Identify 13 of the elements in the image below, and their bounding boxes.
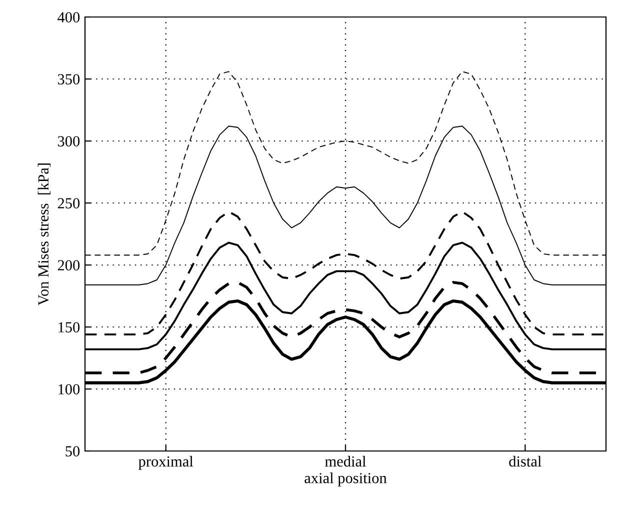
y-tick-label: 400: [58, 12, 80, 22]
y-tick-label: 200: [58, 260, 80, 270]
y-tick-label: 100: [58, 384, 80, 394]
y-tick-label: 300: [58, 136, 80, 146]
x-tick-label: proximal: [138, 456, 194, 470]
y-tick-label: 50: [66, 446, 80, 456]
x-tick-label: medial: [325, 456, 366, 467]
x-axis-title: axial position: [304, 472, 387, 486]
y-axis-title: Von Mises stress [kPa]: [38, 164, 50, 306]
y-tick-label: 150: [58, 322, 80, 332]
x-tick-label: distal: [509, 456, 542, 467]
y-tick-label: 350: [58, 74, 80, 84]
y-tick-label: 250: [58, 198, 80, 208]
